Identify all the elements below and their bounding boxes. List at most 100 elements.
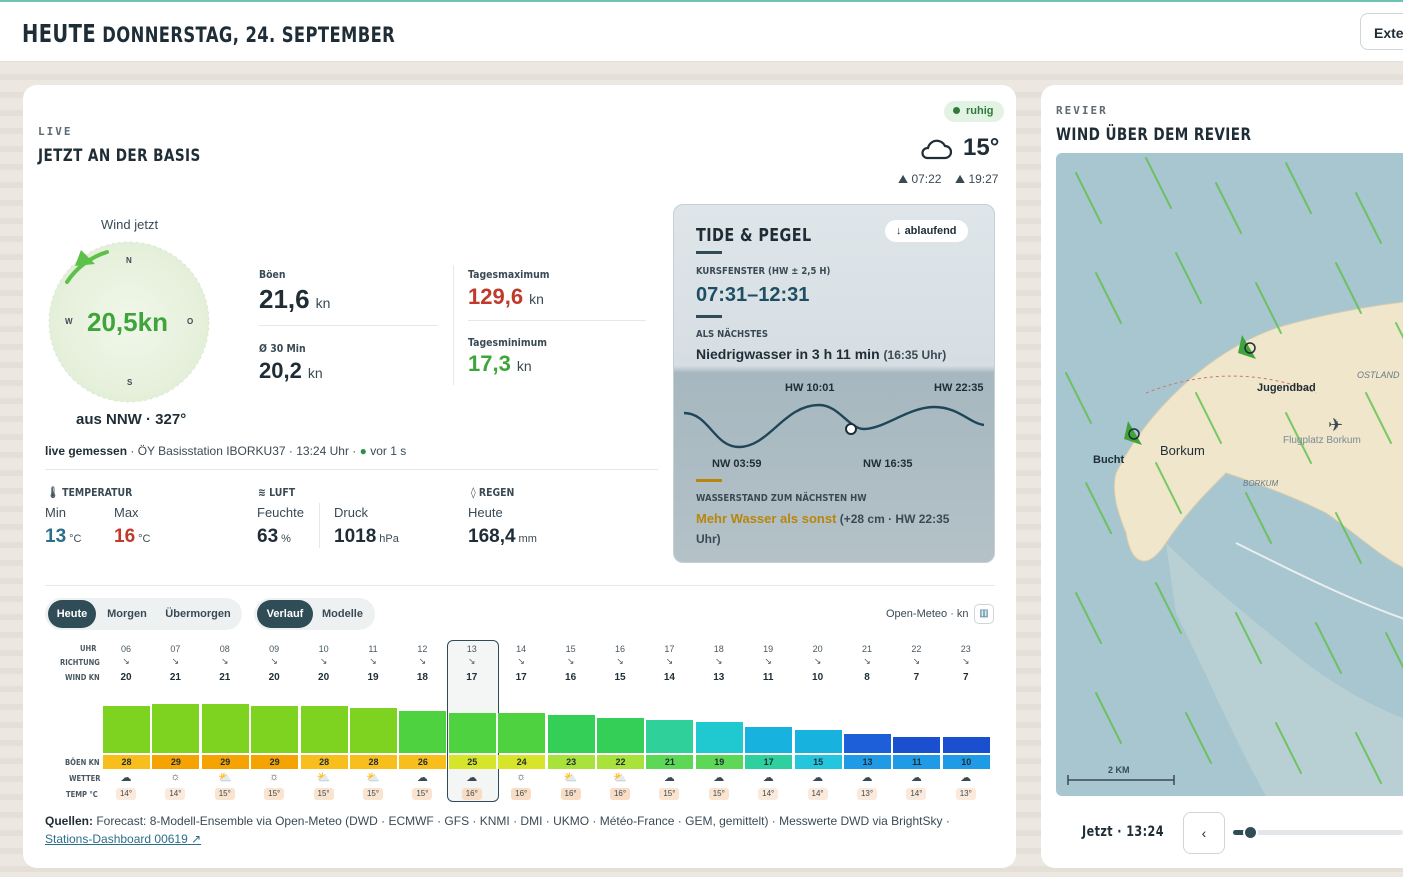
weather-icon: ☁ (713, 772, 725, 784)
window-label: KURSFENSTER (HW ± 2,5 H) (696, 266, 831, 277)
wind-bar (893, 736, 941, 753)
wind-bar (695, 722, 743, 753)
forecast-source-note: Open-Meteo · kn (886, 608, 969, 620)
map-label-borkum: Borkum (1160, 443, 1205, 458)
wind-bar (152, 703, 200, 753)
max-temp: 16 °C (114, 526, 151, 547)
level-text: Mehr Wasser als sonst (+28 cm · HW 22:35… (696, 511, 950, 546)
weather-icon: ☁ (910, 772, 922, 784)
live-eyebrow: LIVE (38, 125, 73, 138)
direction-arrow-icon: ↘ (962, 656, 970, 666)
wind-value: 7 (913, 672, 920, 683)
tide-title: TIDE & PEGEL (696, 225, 812, 246)
nw2-label: NW 16:35 (863, 458, 913, 470)
tide-now-marker (845, 423, 857, 435)
wind-bar (350, 708, 397, 753)
nw1-label: NW 03:59 (712, 458, 762, 470)
weather-icon: ☁ (861, 772, 873, 784)
tide-card: TIDE & PEGEL ↓ ablaufend KURSFENSTER (HW… (673, 204, 995, 563)
min-label: Min (45, 505, 66, 520)
page-date: DONNERSTAG, 24. SEPTEMBER (102, 23, 396, 47)
stations-dashboard-link[interactable]: Stations-Dashboard 00619 ↗ (45, 832, 202, 846)
hour-label: 10 (318, 644, 329, 654)
weather-icon: ☁ (120, 772, 132, 784)
pressure-label: Druck (334, 505, 368, 520)
time-slider-track[interactable] (1233, 830, 1403, 835)
day-after-button[interactable]: Übermorgen (165, 608, 231, 620)
wind-value: 20 (268, 672, 280, 683)
temp-chip: 14° (116, 788, 136, 800)
direction-arrow-icon: ↘ (270, 656, 278, 666)
map-scale: 2 KM (1108, 765, 1130, 775)
weather-icon: ☁ (416, 772, 428, 784)
direction-arrow-icon: ↘ (863, 656, 871, 666)
gust-value: 11 (893, 755, 941, 769)
compass-n: N (126, 256, 132, 265)
wind-value: 15 (614, 672, 626, 683)
humidity-value: 63% (257, 526, 291, 547)
hour-label: 12 (417, 644, 428, 654)
temp-chip: 15° (708, 788, 729, 800)
revier-eyebrow: REVIER (1056, 104, 1108, 117)
wind-bar (646, 720, 694, 753)
page-header: HEUTE DONNERSTAG, 24. SEPTEMBER Exte (0, 2, 1403, 62)
view-verlauf-button[interactable]: Verlauf (257, 600, 313, 628)
day-today-button[interactable]: Heute (48, 600, 96, 628)
weather-icon: ☁ (466, 772, 478, 784)
weather-icon: ☼ (516, 771, 527, 783)
direction-arrow-icon: ↘ (813, 656, 822, 666)
time-slider-handle[interactable] (1243, 825, 1258, 840)
map-time: Jetzt · 13:24 (1082, 824, 1164, 840)
hour-label: 06 (120, 644, 131, 654)
gust-value: 26 (399, 755, 447, 769)
wind-bar (547, 715, 595, 753)
weather-icon: ⛅ (316, 772, 331, 784)
temp-chip: 16° (511, 788, 532, 800)
direction-arrow-icon: ↘ (468, 656, 476, 666)
max-label: Max (114, 505, 139, 520)
wind-value: 11 (762, 672, 774, 683)
gusts-value: 21,6 kn (259, 284, 331, 314)
day-tomorrow-button[interactable]: Morgen (107, 608, 147, 620)
temp-chip: 15° (363, 788, 383, 800)
wind-value: 20 (318, 672, 330, 683)
temp-head: 🌡 TEMPERATUR (47, 486, 133, 499)
rain-head: ◊ REGEN (471, 486, 515, 499)
wind-value: 17 (515, 672, 527, 683)
min-temp: 13 °C (45, 526, 82, 547)
direction-arrow-icon: ↘ (616, 656, 624, 666)
hour-label: 15 (565, 644, 576, 654)
temp-chip: 16° (461, 788, 482, 800)
wind-map[interactable]: ✈ Jugendbad Borkum Bucht Flugplatz Borku… (1056, 153, 1403, 796)
measured-line: live gemessen · ÖY Basisstation IBORKU37… (45, 444, 407, 458)
external-button[interactable]: Exte (1360, 13, 1403, 50)
wind-bar (251, 706, 299, 753)
wind-value: 17 (466, 672, 478, 683)
map-label-ostland: OSTLAND (1357, 370, 1400, 380)
thermometer-icon: 🌡 (47, 486, 59, 499)
wind-bar (498, 713, 546, 753)
tide-curve (684, 403, 984, 449)
wind-value: 14 (663, 672, 675, 683)
hour-label: 13 (466, 644, 477, 654)
wind-bar (794, 729, 842, 753)
rain-label: Heute (468, 505, 503, 520)
wind-value: 16 (565, 672, 577, 683)
view-modelle-button[interactable]: Modelle (322, 608, 363, 620)
prev-time-button[interactable]: ‹ (1183, 812, 1225, 854)
chart-toggle-icon[interactable]: ▥ (974, 604, 994, 624)
wind-value: 21 (169, 672, 181, 683)
hour-label: 22 (911, 644, 922, 654)
wind-direction: aus NNW · 327° (76, 411, 187, 428)
daymax-label: Tagesmaximum (468, 268, 550, 281)
cloud-icon (921, 139, 953, 160)
hour-label: 17 (664, 644, 675, 654)
wind-icon: ≋ (258, 486, 266, 499)
wind-bar (597, 717, 644, 753)
temp-chip: 15° (659, 788, 680, 800)
next-label: ALS NÄCHSTES (696, 329, 768, 340)
hour-label: 18 (713, 644, 724, 654)
temp-chip: 14° (807, 788, 828, 800)
wind-value: 8 (864, 672, 870, 683)
compass-o: O (187, 317, 194, 326)
